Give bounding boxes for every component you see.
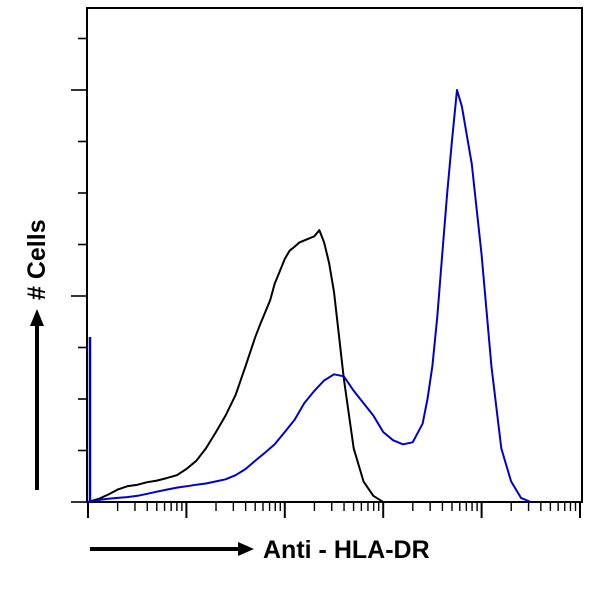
series-line-1 xyxy=(87,229,384,503)
x-axis-arrow-head xyxy=(238,542,254,556)
plot-frame xyxy=(86,7,583,503)
series-layer xyxy=(87,89,532,503)
axis-ticks xyxy=(71,37,581,518)
y-axis-arrow-head xyxy=(30,309,44,326)
y-axis-label: # Cells xyxy=(23,219,51,300)
x-axis-label: Anti - HLA-DR xyxy=(263,536,430,564)
series-line-2 xyxy=(87,89,532,503)
